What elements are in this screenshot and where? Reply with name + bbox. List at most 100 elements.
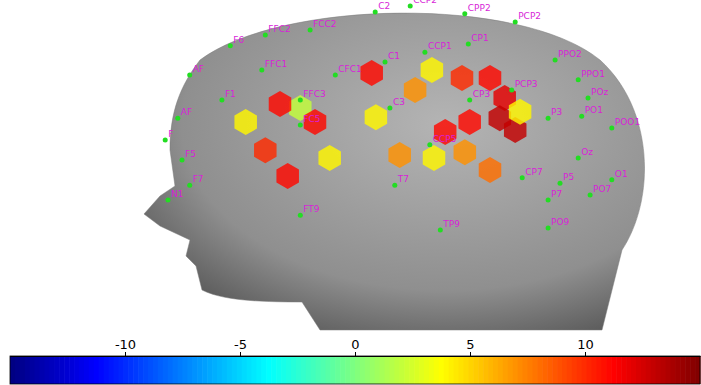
electrode-label: P5 xyxy=(563,172,574,182)
colorbar-cell xyxy=(355,356,361,384)
electrode xyxy=(546,226,551,231)
tick-mark xyxy=(470,352,471,356)
electrode-label: C2 xyxy=(378,1,390,11)
electrode xyxy=(219,97,224,102)
colorbar-cell xyxy=(306,356,312,384)
colorbar-cell xyxy=(271,356,277,384)
colorbar-cell xyxy=(601,356,607,384)
colorbar-cell xyxy=(94,356,100,384)
colorbar-cell xyxy=(114,356,120,384)
electrode xyxy=(263,32,268,37)
colorbar-cell xyxy=(123,356,129,384)
colorbar-cell xyxy=(567,356,573,384)
colorbar-cell xyxy=(360,356,366,384)
colorbar-cell xyxy=(64,356,70,384)
patch xyxy=(360,60,383,86)
electrode xyxy=(373,9,378,14)
electrode-label: CCP2 xyxy=(413,0,437,5)
electrode-label: C3 xyxy=(393,97,405,107)
colorbar-cell xyxy=(45,356,51,384)
colorbar-cell xyxy=(488,356,494,384)
colorbar-cell xyxy=(375,356,381,384)
tick: -5 xyxy=(234,337,247,356)
colorbar-cell xyxy=(197,356,203,384)
head xyxy=(144,13,645,330)
electrode-label: FFC3 xyxy=(303,89,325,99)
electrode xyxy=(588,193,593,198)
patch xyxy=(509,99,532,125)
colorbar-frame xyxy=(10,356,700,384)
colorbar-cell xyxy=(118,356,124,384)
electrode xyxy=(392,183,397,188)
electrode xyxy=(509,88,514,93)
colorbar-axis: -10-50510 xyxy=(11,337,701,357)
colorbar-cell xyxy=(508,356,514,384)
colorbar-cell xyxy=(424,356,430,384)
patch xyxy=(404,77,427,103)
colorbar-cell xyxy=(542,356,548,384)
patch xyxy=(365,104,388,130)
patch xyxy=(479,65,502,91)
colorbar-cell xyxy=(434,356,440,384)
electrode xyxy=(333,72,338,77)
colorbar-cell xyxy=(84,356,90,384)
colorbar-cell xyxy=(35,356,41,384)
colorbar-cell xyxy=(311,356,317,384)
colorbar-cell xyxy=(20,356,26,384)
electrode xyxy=(298,123,303,128)
colorbar-cell xyxy=(523,356,529,384)
electrode xyxy=(408,3,413,8)
electrode-label: FCC2 xyxy=(313,19,336,29)
electrode xyxy=(609,177,614,182)
colorbar-cell xyxy=(325,356,331,384)
colorbar-cell xyxy=(616,356,622,384)
colorbar-cell xyxy=(577,356,583,384)
colorbar-cell xyxy=(463,356,469,384)
colorbar-cell xyxy=(409,356,415,384)
colorbar-cell xyxy=(276,356,282,384)
colorbar-cell xyxy=(99,356,105,384)
colorbar-cell xyxy=(449,356,455,384)
colorbar-cell xyxy=(572,356,578,384)
electrode xyxy=(383,60,388,65)
electrode xyxy=(298,213,303,218)
colorbar-cell xyxy=(547,356,553,384)
electrode xyxy=(422,50,427,55)
colorbar-cell xyxy=(518,356,524,384)
colorbar-cell xyxy=(89,356,95,384)
colorbar-cell xyxy=(212,356,218,384)
electrode-label: FFC1 xyxy=(265,59,287,69)
colorbar-cell xyxy=(40,356,46,384)
electrode xyxy=(387,105,392,110)
electrode xyxy=(609,126,614,131)
tick: -10 xyxy=(115,337,136,356)
chart: F6FFC2FCC2C2CCP2CPP2PCP2AFFFC1CFC1C1CCP1… xyxy=(0,0,701,385)
electrode-label: CP3 xyxy=(473,89,490,99)
electrode-label: POO1 xyxy=(615,117,640,127)
patch xyxy=(454,139,477,165)
electrode xyxy=(175,116,180,121)
tick: 10 xyxy=(577,337,594,356)
colorbar-cell xyxy=(148,356,154,384)
colorbar-cell xyxy=(390,356,396,384)
colorbar-cell xyxy=(345,356,351,384)
electrode-label: F5 xyxy=(185,149,196,159)
patch xyxy=(458,109,481,135)
colorbar-cell xyxy=(183,356,189,384)
colorbar-cell xyxy=(483,356,489,384)
colorbar-cell xyxy=(316,356,322,384)
colorbar-cell xyxy=(690,356,696,384)
colorbar-cell xyxy=(478,356,484,384)
colorbar-cell xyxy=(261,356,267,384)
electrode xyxy=(308,28,313,33)
tick-label: -5 xyxy=(234,337,247,352)
electrode-label: PPO2 xyxy=(558,49,582,59)
colorbar-cell xyxy=(256,356,262,384)
colorbar-cell xyxy=(242,356,248,384)
electrode xyxy=(467,97,472,102)
colorbar-cell xyxy=(685,356,691,384)
patch xyxy=(451,65,474,91)
electrode xyxy=(298,97,303,102)
colorbar-cell xyxy=(592,356,598,384)
colorbar-cell xyxy=(646,356,652,384)
